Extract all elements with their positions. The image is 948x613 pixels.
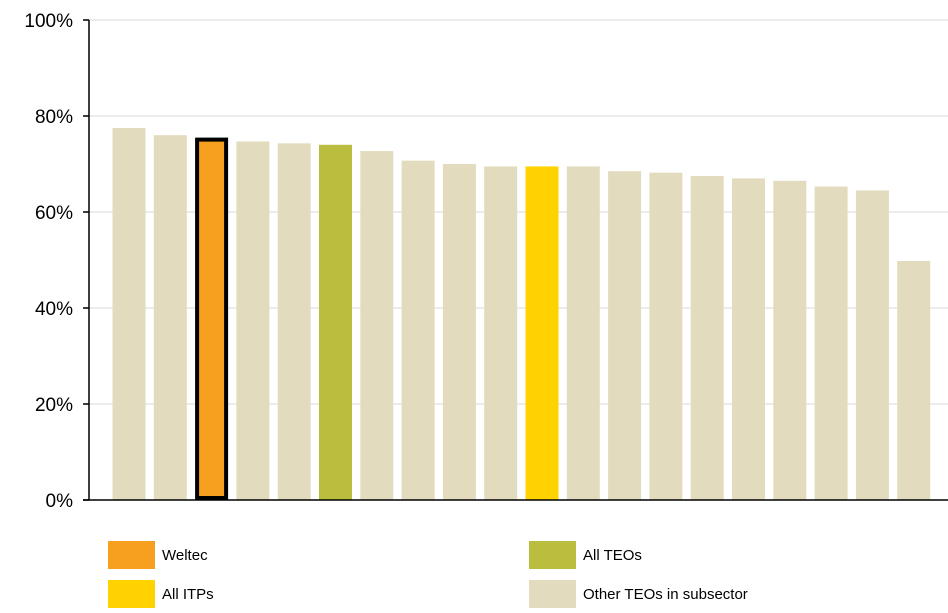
bar-other bbox=[690, 176, 724, 500]
bar-other bbox=[484, 166, 518, 500]
bar-other bbox=[814, 186, 848, 500]
bar-other bbox=[897, 260, 931, 500]
bar-other bbox=[442, 164, 476, 500]
bar-other bbox=[732, 178, 765, 500]
y-tick-label: 100% bbox=[24, 11, 73, 32]
y-tick-label: 80% bbox=[35, 107, 73, 128]
bar-other bbox=[855, 190, 889, 500]
bar-other bbox=[277, 143, 311, 501]
bar-other bbox=[153, 135, 187, 500]
bar-other bbox=[608, 171, 642, 500]
bar-other bbox=[401, 160, 435, 500]
y-tick-labels: 0% 20% 40% 60% 80% 100% bbox=[24, 11, 73, 512]
y-tick-label: 20% bbox=[35, 395, 73, 416]
bar-other bbox=[236, 141, 270, 500]
bar-all-itps bbox=[525, 166, 559, 500]
bar-other bbox=[773, 180, 807, 501]
bar-other bbox=[649, 172, 683, 500]
y-tick-label: 40% bbox=[35, 299, 73, 320]
bar-weltec bbox=[195, 137, 229, 500]
bar-other bbox=[360, 151, 394, 501]
bars bbox=[112, 128, 931, 501]
bar-other bbox=[566, 166, 600, 500]
bar-other bbox=[112, 128, 146, 500]
axes bbox=[83, 19, 948, 501]
y-tick-label: 0% bbox=[46, 491, 74, 512]
y-tick-label: 60% bbox=[35, 203, 73, 224]
bar-all-teos bbox=[319, 144, 352, 501]
